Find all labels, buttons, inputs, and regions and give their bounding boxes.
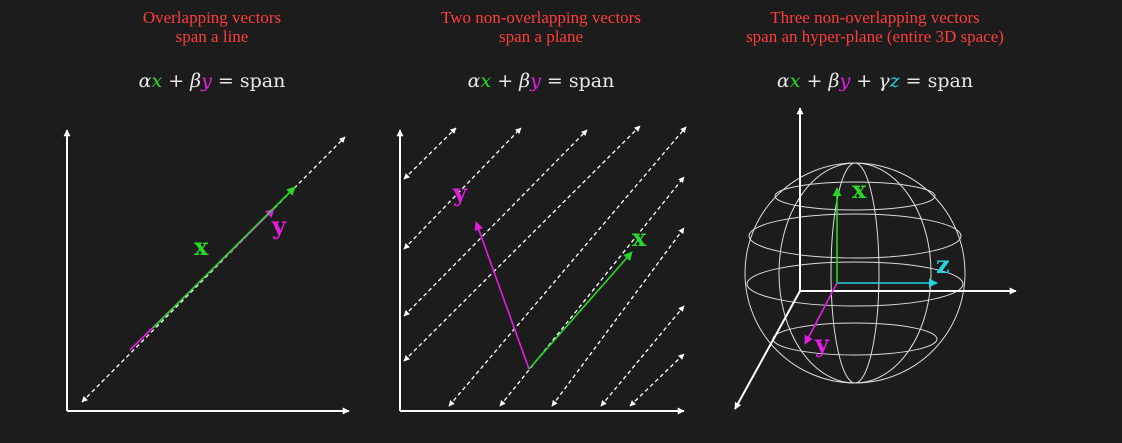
panel2-span-line-9 bbox=[629, 353, 685, 407]
panel2-title-line1: Two non-overlapping vectors bbox=[441, 8, 641, 27]
eq2-plus: + bbox=[491, 70, 520, 92]
panel2-span-line-7 bbox=[551, 227, 685, 407]
panel3-title-line1: Three non-overlapping vectors bbox=[770, 8, 980, 27]
eq3-span: span bbox=[927, 70, 974, 92]
panel3-y-axis-diag bbox=[734, 290, 801, 410]
eq1-plus: + bbox=[162, 70, 191, 92]
panel2-span-line-1 bbox=[403, 127, 457, 180]
panel2-span-line-3 bbox=[403, 129, 588, 317]
eq3-gamma: γ bbox=[878, 70, 890, 92]
eq1-span: span bbox=[239, 70, 286, 92]
sphere-latitude-1 bbox=[774, 181, 936, 211]
panel3-title: Three non-overlapping vectors span an hy… bbox=[688, 8, 1062, 46]
eq2-beta: β bbox=[519, 70, 531, 92]
panel2-label-x: x bbox=[632, 223, 647, 252]
panel1-vector-x bbox=[152, 186, 296, 329]
eq3-x: x bbox=[789, 70, 801, 92]
eq3-y: y bbox=[839, 70, 851, 92]
eq2-x: x bbox=[480, 70, 492, 92]
panel1-span-line bbox=[81, 136, 346, 403]
eq1-beta: β bbox=[190, 70, 202, 92]
eq1-alpha: α bbox=[138, 70, 152, 92]
panel2-span-line-8 bbox=[600, 305, 685, 407]
panel1-title: Overlapping vectors span a line bbox=[25, 8, 399, 46]
panel1-title-line1: Overlapping vectors bbox=[142, 8, 282, 27]
eq3-plus2: + bbox=[850, 70, 879, 92]
panel1-equation: αx + βy = span bbox=[25, 70, 399, 92]
eq3-beta: β bbox=[828, 70, 840, 92]
panel3-wireframe-sphere bbox=[744, 162, 966, 384]
eq3-equals: = bbox=[899, 70, 928, 92]
eq2-y: y bbox=[530, 70, 541, 92]
panel2-span-line-6 bbox=[499, 176, 685, 407]
eq2-span: span bbox=[568, 70, 615, 92]
panel2-diagram: y x bbox=[396, 125, 687, 415]
panel3-label-x: x bbox=[852, 175, 867, 204]
panel2-span-line-5 bbox=[448, 126, 687, 407]
eq3-z: z bbox=[889, 70, 900, 92]
panel3-equation: αx + βy + γz = span bbox=[688, 70, 1062, 92]
panel2-vector-y bbox=[474, 221, 530, 370]
panel3-label-z: z bbox=[936, 250, 950, 279]
sphere-latitude-4 bbox=[772, 322, 938, 356]
panel2-title: Two non-overlapping vectors span a plane bbox=[354, 8, 728, 46]
sphere-latitude-3 bbox=[746, 261, 964, 307]
panel1-title-line2: span a line bbox=[175, 27, 249, 46]
panel3-title-line2: span an hyper-plane (entire 3D space) bbox=[746, 27, 1004, 46]
panel2-span-lines bbox=[403, 125, 687, 407]
panel2-label-y: y bbox=[452, 178, 468, 207]
panel2-span-line-4 bbox=[403, 125, 641, 362]
panel2-title-line2: span a plane bbox=[498, 27, 584, 46]
eq2-alpha: α bbox=[467, 70, 481, 92]
panel3-label-y: y bbox=[814, 329, 830, 358]
sphere-meridian-2 bbox=[830, 162, 880, 384]
panel2-vector-x bbox=[528, 251, 633, 370]
panel1-label-y: y bbox=[271, 211, 287, 240]
panel3-diagram: x z y bbox=[734, 107, 1017, 410]
panel1-label-x: x bbox=[194, 232, 209, 261]
panel1-diagram: x y bbox=[63, 129, 350, 415]
sphere-latitude-2 bbox=[748, 213, 962, 259]
eq3-plus1: + bbox=[800, 70, 829, 92]
panel2-equation: αx + βy = span bbox=[354, 70, 728, 92]
eq2-equals: = bbox=[540, 70, 569, 92]
eq1-y: y bbox=[201, 70, 212, 92]
eq3-alpha: α bbox=[776, 70, 790, 92]
panel3-vector-y bbox=[804, 282, 838, 345]
eq1-x: x bbox=[151, 70, 163, 92]
eq1-equals: = bbox=[211, 70, 240, 92]
